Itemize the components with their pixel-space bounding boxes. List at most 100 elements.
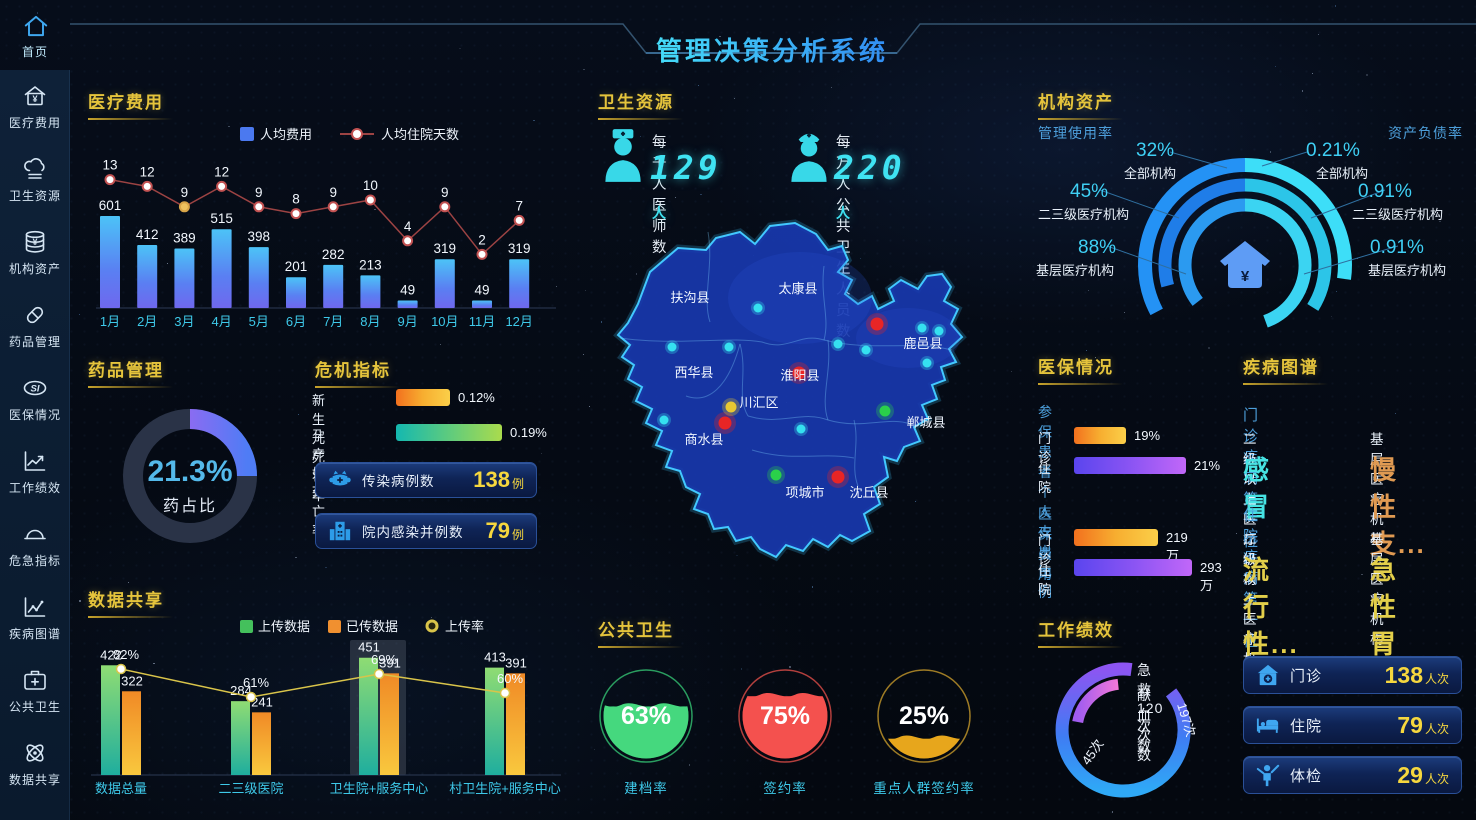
drug-ratio-value: 21.3% [120, 455, 260, 489]
map-dot[interactable] [725, 343, 734, 352]
map-dot[interactable] [754, 304, 763, 313]
clinic-icon [1256, 663, 1280, 687]
star [698, 85, 699, 86]
map-dot[interactable] [771, 470, 782, 481]
svg-text:4月: 4月 [211, 314, 231, 329]
svg-text:3月: 3月 [174, 314, 194, 329]
assets-right-value-1: 0.91% [1358, 181, 1412, 203]
liquid-gauge-建档率: 63% [596, 666, 696, 766]
sidebar-item-8[interactable]: 疾病图谱 [0, 581, 70, 654]
map-dot[interactable] [832, 471, 845, 484]
crisis-card[interactable]: 传染病例数 138 例 [315, 462, 537, 498]
svg-text:7: 7 [515, 198, 523, 213]
map-county-label: 扶沟县 [670, 290, 709, 305]
medkit-icon [22, 667, 48, 693]
crisis-card-label: 传染病例数 [362, 470, 435, 490]
map-dot[interactable] [935, 327, 944, 336]
svg-text:7月: 7月 [323, 314, 343, 329]
bar-1月 [100, 216, 120, 308]
line-dot [515, 216, 524, 225]
svg-text:25%: 25% [899, 702, 949, 730]
map-dot[interactable] [660, 416, 669, 425]
star [1312, 73, 1313, 74]
map-dot[interactable] [797, 425, 806, 434]
star [1361, 574, 1363, 575]
svg-text:6月: 6月 [286, 314, 306, 329]
map-dot[interactable] [871, 318, 884, 331]
svg-text:391: 391 [505, 655, 527, 670]
map-dot[interactable] [834, 340, 843, 349]
hospital-icon [328, 519, 352, 543]
section-title-health-resource: 卫生资源 [598, 88, 674, 120]
svg-text:9: 9 [181, 185, 189, 200]
star [1011, 371, 1012, 372]
share-chart-legend[interactable]: 上传数据 已传数据 上传率 [240, 619, 484, 634]
assets-right-axis-label: 资产负债率 [1388, 123, 1463, 143]
map-county-label: 太康县 [778, 281, 817, 296]
section-title-public-health: 公共卫生 [598, 616, 674, 648]
gauge-label: 签约率 [715, 777, 855, 797]
star [831, 87, 832, 88]
bar-up [101, 665, 120, 775]
line-dot [180, 202, 189, 211]
sidebar-item-label: 机构资产 [9, 260, 61, 277]
assets-left-axis-label: 管理使用率 [1038, 123, 1113, 143]
svg-text:8: 8 [292, 192, 300, 207]
svg-text:12: 12 [214, 164, 229, 179]
svg-text:9: 9 [441, 185, 449, 200]
assets-left-value-1: 45% [1070, 181, 1108, 203]
sidebar-item-3[interactable]: ¥ 机构资产 [0, 216, 70, 289]
bar-9月 [398, 301, 418, 308]
svg-text:10月: 10月 [431, 314, 458, 329]
map-dot[interactable] [726, 402, 737, 413]
assets-right-label-2: 基层医疗机构 [1368, 260, 1446, 279]
medical-chart-legend[interactable]: 人均费用 人均住院天数 [240, 127, 459, 142]
map-dot[interactable] [862, 346, 871, 355]
svg-text:2月: 2月 [137, 314, 157, 329]
sidebar-item-label: 工作绩效 [9, 479, 61, 496]
bar-6月 [286, 277, 306, 308]
sidebar-item-1[interactable]: ¥ 医疗费用 [0, 70, 70, 143]
star [440, 344, 441, 345]
performance-card-value: 79 [1397, 712, 1423, 739]
sidebar: 首页 ¥ 医疗费用 卫生资源 ¥ 机构资产药品管理 SI 医保情况工作绩效危急指标疾病图谱公… [0, 0, 70, 820]
data-share-chart: 上传数据 已传数据 上传率 422 322 数据总量 284 241 二三级医院 451 391 卫生… [85, 610, 567, 815]
line-dot [440, 202, 449, 211]
map-county-label: 商水县 [684, 432, 723, 447]
sidebar-item-9[interactable]: 公共卫生 [0, 654, 70, 727]
performance-card-住院[interactable]: 住院 79 人次 [1243, 706, 1462, 744]
sidebar-item-4[interactable]: 药品管理 [0, 289, 70, 362]
sidebar-item-6[interactable]: 工作绩效 [0, 435, 70, 508]
liquid-gauge-签约率: 75% [735, 666, 835, 766]
map-dot[interactable] [880, 406, 891, 417]
sidebar-item-5[interactable]: SI 医保情况 [0, 362, 70, 435]
trend-chart-icon [22, 448, 48, 474]
svg-text:282: 282 [322, 247, 345, 262]
house-yen-icon: ¥ [22, 83, 48, 109]
svg-text:319: 319 [508, 241, 531, 256]
sidebar-item-label: 危急指标 [9, 552, 61, 569]
performance-card-门诊[interactable]: 门诊 138 人次 [1243, 656, 1462, 694]
sidebar-item-2[interactable]: 卫生资源 [0, 143, 70, 216]
gauge-label: 重点人群签约率 [854, 777, 994, 797]
disease-top-name: 流行性... [1243, 550, 1299, 661]
map-dot[interactable] [719, 417, 732, 430]
database-yen-icon: ¥ [22, 229, 48, 255]
crisis-card[interactable]: 院内感染并例数 79 例 [315, 513, 537, 549]
rate-dot [117, 665, 126, 674]
sidebar-item-7[interactable]: 危急指标 [0, 508, 70, 581]
sidebar-item-10[interactable]: 数据共享 [0, 727, 70, 800]
page-title: 管理决策分析系统 [568, 31, 976, 68]
map-dot[interactable] [918, 324, 927, 333]
crisis-bar [396, 389, 450, 406]
map-dot[interactable] [668, 343, 677, 352]
map-dot[interactable] [923, 359, 932, 368]
svg-text:319: 319 [434, 241, 457, 256]
line-dot [106, 175, 115, 184]
performance-card-label: 住院 [1290, 715, 1322, 736]
map-county-label: 西华县 [674, 365, 713, 380]
sidebar-item-home[interactable]: 首页 [0, 6, 70, 66]
performance-card-体检[interactable]: 体检 29 人次 [1243, 756, 1462, 794]
sidebar-item-label: 数据共享 [9, 771, 61, 788]
map-county-label: 淮阳县 [780, 368, 819, 383]
